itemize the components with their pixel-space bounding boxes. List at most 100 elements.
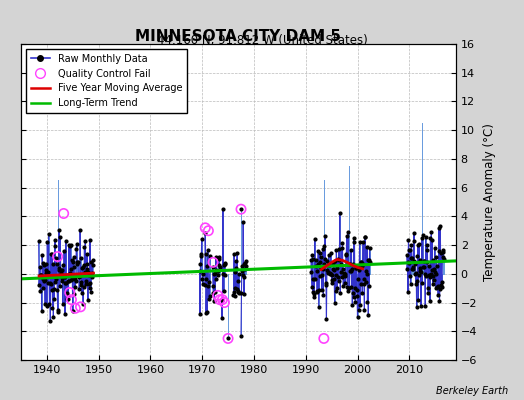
Point [74,272,83,279]
Point [425,274,434,280]
Point [438,249,446,255]
Point [414,297,422,303]
Point [215,296,224,303]
Point [240,290,248,297]
Point [54,308,62,315]
Point [349,290,357,296]
Point [196,261,205,267]
Point [85,285,94,292]
Point [335,246,343,252]
Point [51,236,59,243]
Point [220,288,228,294]
Point [343,284,351,290]
Point [422,273,430,279]
Point [213,272,222,278]
Point [67,296,75,303]
Point [82,266,91,272]
Point [341,280,349,286]
Point [40,262,48,268]
Point [416,256,424,263]
Point [66,289,74,296]
Point [326,270,334,276]
Point [333,264,341,271]
Point [320,243,328,249]
Point [440,256,448,262]
Point [77,254,85,261]
Point [407,255,415,261]
Point [360,307,368,313]
Point [77,282,85,288]
Point [45,301,53,308]
Point [57,270,66,276]
Point [433,262,441,269]
Point [53,306,62,313]
Point [431,269,439,275]
Point [332,247,341,253]
Point [46,280,54,287]
Point [221,272,229,278]
Point [419,258,428,264]
Point [365,283,373,290]
Point [321,232,330,239]
Point [73,261,82,268]
Point [309,276,318,282]
Point [355,307,363,314]
Point [413,253,422,260]
Point [313,289,321,295]
Point [350,235,358,242]
Point [219,206,227,213]
Point [83,261,92,267]
Point [328,280,336,286]
Point [424,272,433,278]
Point [313,288,322,294]
Point [201,225,210,231]
Point [239,219,247,225]
Point [60,274,68,280]
Point [238,268,246,274]
Point [330,275,339,282]
Point [333,256,342,262]
Point [348,301,356,308]
Point [42,266,51,273]
Point [436,286,444,292]
Point [215,256,223,262]
Point [435,225,443,231]
Point [412,270,420,276]
Point [337,261,345,268]
Point [211,289,220,295]
Point [35,271,43,278]
Point [70,291,79,297]
Point [197,253,205,259]
Point [201,250,210,257]
Point [48,250,56,257]
Point [212,254,220,260]
Point [52,276,61,282]
Point [418,234,426,241]
Point [328,277,336,284]
Point [411,261,419,268]
Point [41,261,50,267]
Point [220,299,228,306]
Point [307,257,315,263]
Point [410,257,419,264]
Point [216,264,224,270]
Point [215,262,224,268]
Point [54,264,63,271]
Point [344,229,352,236]
Point [52,261,61,267]
Title: MINNESOTA CITY DAM 5: MINNESOTA CITY DAM 5 [135,29,342,44]
Point [323,270,332,276]
Point [66,243,74,250]
Point [326,270,334,277]
Point [214,254,223,260]
Point [210,298,219,304]
Point [403,252,411,259]
Point [69,259,78,265]
Point [314,304,323,310]
Point [38,260,47,266]
Point [196,250,205,257]
Point [316,250,324,256]
Point [413,278,421,284]
Point [429,257,438,263]
Point [198,276,206,282]
